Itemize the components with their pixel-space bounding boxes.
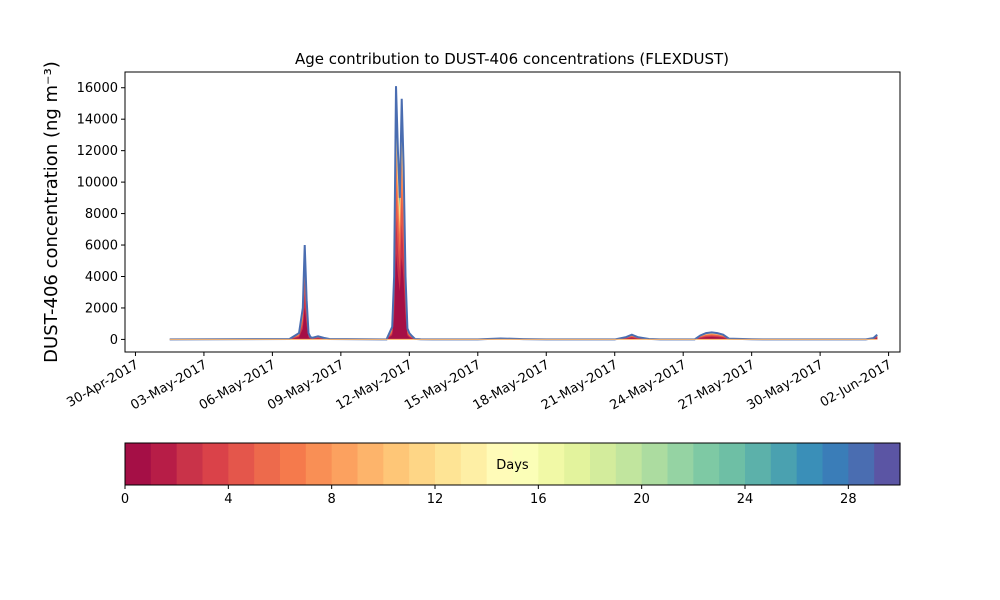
colorbar-tick-label: 4 xyxy=(224,492,232,507)
colorbar-segment xyxy=(150,443,178,485)
colorbar-segment xyxy=(745,443,772,485)
colorbar-segment xyxy=(564,443,591,485)
colorbar-segment xyxy=(228,443,255,485)
colorbar-segment xyxy=(848,443,875,485)
colorbar-tick-label: 0 xyxy=(121,492,129,507)
age-area-2 xyxy=(169,93,878,340)
colorbar-segment xyxy=(719,443,746,485)
colorbar-frame xyxy=(124,442,901,486)
colorbar-tick-label: 20 xyxy=(633,492,650,507)
age-area-9 xyxy=(169,217,878,340)
colorbar-segment xyxy=(176,443,204,485)
colorbar-tick-label: 28 xyxy=(840,492,857,507)
y-tick-label: 16000 xyxy=(77,81,118,96)
x-tick-label: 09-May-2017 xyxy=(265,357,347,413)
age-area-8 xyxy=(169,182,878,340)
y-tick-label: 4000 xyxy=(85,270,118,285)
total-line xyxy=(169,86,878,341)
colorbar-tick-label: 24 xyxy=(737,492,754,507)
x-tick-label: 15-May-2017 xyxy=(402,357,484,413)
y-tick-label: 0 xyxy=(110,333,118,348)
x-tick-label: 18-May-2017 xyxy=(471,357,553,413)
x-tick-label: 30-May-2017 xyxy=(744,357,826,413)
age-area-4 xyxy=(169,106,878,340)
colorbar-segment xyxy=(667,443,694,485)
colorbar-label: Days xyxy=(496,458,529,473)
y-tick-label: 12000 xyxy=(77,144,118,159)
colorbar-tick-label: 12 xyxy=(427,492,444,507)
age-area-7 xyxy=(169,152,878,340)
age-area-1 xyxy=(169,89,878,340)
colorbar-segment xyxy=(125,443,152,485)
chart-title: Age contribution to DUST-406 concentrati… xyxy=(295,50,729,68)
age-area-0 xyxy=(169,86,878,340)
colorbar-segment xyxy=(435,443,462,485)
colorbar-segment xyxy=(486,443,514,485)
y-tick-label: 8000 xyxy=(85,207,118,222)
colorbar-segment xyxy=(280,443,307,485)
colorbar-segment xyxy=(460,443,488,485)
x-tick-label: 27-May-2017 xyxy=(676,357,758,413)
x-tick-label: 06-May-2017 xyxy=(197,357,279,413)
age-area-3 xyxy=(169,98,878,340)
colorbar-segment xyxy=(254,443,281,485)
y-tick-label: 6000 xyxy=(85,239,118,254)
colorbar-tick-label: 8 xyxy=(328,492,336,507)
colorbar-segment xyxy=(538,443,565,485)
colorbar-segment xyxy=(770,443,798,485)
colorbar-segment xyxy=(331,443,359,485)
plot-area xyxy=(124,71,901,353)
colorbar-segment xyxy=(383,443,410,485)
colorbar-segment xyxy=(641,443,669,485)
colorbar-segment xyxy=(693,443,720,485)
colorbar: 0 4 8 12 16 20 24 28 Days xyxy=(121,442,901,507)
x-tick-label: 21-May-2017 xyxy=(539,357,621,413)
colorbar-segment xyxy=(512,443,539,485)
colorbar-segment xyxy=(615,443,643,485)
colorbar-tick-label: 16 xyxy=(530,492,547,507)
colorbar-segment xyxy=(590,443,617,485)
colorbar-segment xyxy=(874,443,901,485)
colorbar-segment xyxy=(357,443,384,485)
y-axis: 0 2000 4000 6000 8000 10000 12000 14000 16000 xyxy=(77,81,125,348)
colorbar-segment xyxy=(202,443,229,485)
x-tick-label: 12-May-2017 xyxy=(334,357,416,413)
plot-frame xyxy=(124,71,901,353)
x-tick-label: 03-May-2017 xyxy=(128,357,210,413)
colorbar-segment xyxy=(796,443,824,485)
y-tick-label: 2000 xyxy=(85,301,118,316)
y-tick-label: 10000 xyxy=(77,176,118,191)
colorbar-segment xyxy=(409,443,436,485)
colorbar-segment xyxy=(305,443,333,485)
age-area-5 xyxy=(169,116,878,340)
x-axis: 30-Apr-201703-May-201706-May-201709-May-… xyxy=(64,352,895,413)
y-tick-label: 14000 xyxy=(77,113,118,128)
x-tick-label: 24-May-2017 xyxy=(608,357,690,413)
x-tick-label: 02-Jun-2017 xyxy=(818,357,895,410)
age-area-6 xyxy=(169,131,878,340)
colorbar-segment xyxy=(822,443,849,485)
age-area-10 xyxy=(169,253,878,340)
y-axis-label: DUST-406 concentration (ng m⁻³) xyxy=(41,61,62,363)
